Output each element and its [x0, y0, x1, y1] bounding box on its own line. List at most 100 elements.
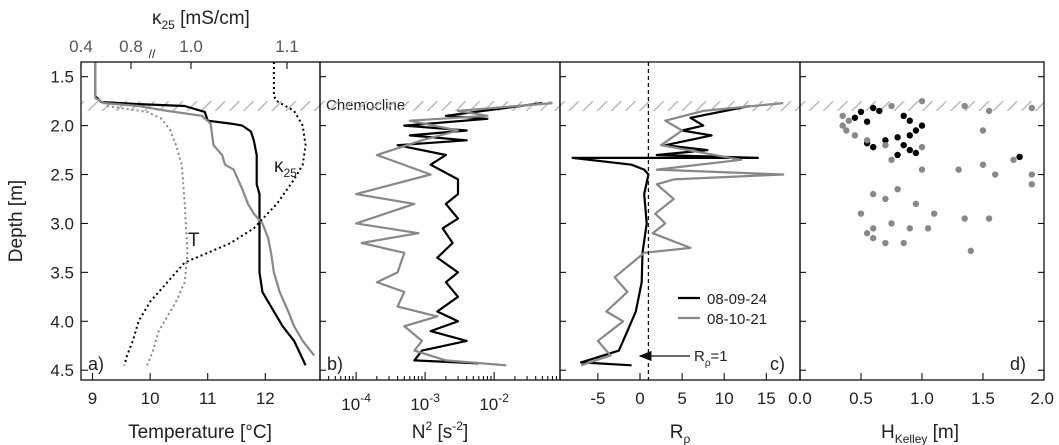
panel-c-plot-area — [571, 62, 785, 380]
panel-d-point-08-09-24 — [1016, 153, 1023, 161]
x-axis-label-a: Temperature [°C] — [128, 422, 272, 443]
x-tick-label-c: 10 — [715, 389, 734, 408]
kappa-axis-label: κ25 [mS/cm] — [152, 8, 250, 32]
panel-d-point-08-09-24 — [906, 146, 913, 154]
panel-d-point-08-10-21 — [882, 141, 889, 149]
panel-d-point-08-09-24 — [912, 127, 920, 134]
y-tick-label: 1.5 — [50, 68, 74, 87]
panel-d-point-08-09-24 — [876, 107, 883, 115]
x-tick-label-b: 10-4 — [341, 391, 371, 414]
panel-d-point-08-10-21 — [912, 200, 920, 208]
x-tick-label-a: 9 — [88, 389, 97, 408]
panel-d-point-08-10-21 — [1028, 104, 1036, 112]
panel-d-point-08-10-21 — [870, 225, 877, 232]
panel-c-line-08-09-24 — [571, 104, 759, 367]
chemocline-band-c — [560, 101, 800, 111]
legend-label-08-09-24: 08-09-24 — [707, 291, 767, 308]
panel-d-point-08-10-21 — [839, 112, 846, 120]
panel-d-point-08-10-21 — [931, 210, 938, 217]
panel-d-point-08-09-24 — [857, 108, 865, 116]
chemocline-band-b — [320, 101, 560, 111]
axes-layer: 1.5 2.0 2.5 3.0 3.5 4.0 4.5 9 10 11 12 0.4 0.8 1.0 1.1… — [50, 37, 1054, 414]
chemocline-band-d — [800, 101, 1044, 111]
y-tick-label: 4.0 — [50, 312, 74, 331]
panel-d-point-08-09-24 — [863, 118, 871, 125]
panel-d-point-08-10-21 — [851, 132, 859, 139]
panel-d-point-08-10-21 — [863, 137, 871, 144]
y-tick-label: 4.5 — [50, 361, 74, 380]
panel-d-point-08-09-24 — [906, 132, 913, 139]
kappa-axis-break-mark: // — [149, 47, 156, 61]
x-tick-label-d: 0.5 — [849, 389, 873, 408]
panel-d-point-08-09-24 — [870, 143, 877, 151]
panel-d-point-08-10-21 — [918, 97, 926, 105]
x-tick-label-c: 0 — [635, 389, 644, 408]
panel-d-point-08-10-21 — [894, 186, 901, 193]
panel-a-line--25-08-09-24 — [123, 62, 307, 366]
panel-d-point-08-09-24 — [912, 149, 920, 157]
kappa-tick-label: 0.8 — [119, 37, 143, 56]
x-tick-label-a: 11 — [199, 389, 217, 408]
panel-b-plot-area — [355, 102, 553, 367]
series-layer — [94, 62, 1036, 380]
panel-d-point-08-10-21 — [918, 166, 926, 173]
chemocline-band-a — [81, 101, 320, 111]
y-tick-label: 2.0 — [50, 117, 74, 136]
panel-d-point-08-10-21 — [845, 117, 852, 124]
panel-d-point-08-10-21 — [900, 239, 907, 247]
panel-d-point-08-10-21 — [882, 239, 889, 247]
panel-d-point-08-10-21 — [979, 127, 987, 134]
x-axis-label-c: Rρ — [670, 422, 691, 445]
legend: 08-09-24 08-10-21 — [678, 291, 767, 328]
panel-d-point-08-09-24 — [894, 134, 901, 141]
y-tick-label: 3.5 — [50, 263, 74, 282]
panel-d-point-08-10-21 — [843, 127, 850, 134]
x-tick-label-a: 10 — [141, 389, 160, 408]
panel-a-line--25-08-10-21 — [106, 105, 189, 366]
rrho-annotation: Rρ=1 — [694, 348, 728, 369]
y-tick-label: 2.5 — [50, 166, 74, 185]
x-tick-label-d: 2.0 — [1030, 389, 1054, 408]
x-tick-label-b: 10-2 — [479, 391, 509, 414]
panel-d-point-08-10-21 — [870, 234, 877, 242]
x-tick-label-c: -5 — [590, 389, 605, 408]
panel-d-point-08-10-21 — [924, 225, 932, 232]
panel-d-plot-area — [839, 97, 1036, 255]
panel-d-point-08-09-24 — [906, 117, 913, 124]
panel-d-point-08-10-21 — [992, 171, 999, 178]
annotation-kappa25: κ25 — [274, 156, 297, 180]
panel-d-point-08-09-24 — [882, 137, 889, 144]
panel-d-point-08-10-21 — [906, 225, 913, 232]
chemocline-hatch-layer — [81, 101, 1044, 111]
panel-d-point-08-09-24 — [900, 112, 907, 120]
panel-d-point-08-09-24 — [870, 104, 877, 112]
kappa-tick-label: 1.0 — [179, 37, 203, 56]
panel-a-plot-area — [94, 62, 316, 366]
panel-d-point-08-10-21 — [985, 107, 993, 115]
panel-d-point-08-10-21 — [870, 190, 877, 198]
x-tick-label-d: 1.0 — [910, 389, 934, 408]
y-axis-label: Depth [m] — [6, 180, 27, 262]
kappa-tick-label: 0.4 — [69, 37, 93, 56]
panel-d-point-08-10-21 — [888, 220, 895, 227]
panel-d-point-08-09-24 — [900, 141, 907, 149]
panel-d-point-08-10-21 — [985, 215, 993, 222]
panel-c-line-08-10-21 — [580, 102, 785, 367]
panel-d-point-08-10-21 — [918, 143, 926, 151]
x-tick-label-c: 15 — [757, 389, 776, 408]
panel-d-point-08-10-21 — [888, 102, 895, 110]
panel-letter-a: a) — [88, 354, 104, 374]
panel-d-point-08-10-21 — [979, 161, 987, 168]
legend-label-08-10-21: 08-10-21 — [707, 311, 767, 328]
kappa-tick-label: 1.1 — [275, 37, 299, 56]
x-axis-label-d: HKelley [m] — [881, 422, 959, 445]
x-axis-label-b: N2 [s-2] — [412, 419, 468, 443]
annotation-t: T — [188, 230, 200, 251]
panel-b-line-08-10-21 — [355, 102, 553, 367]
x-tick-label-d: 0.0 — [788, 389, 812, 408]
x-tick-label-a: 12 — [256, 389, 275, 408]
panel-d-point-08-10-21 — [863, 230, 871, 237]
panel-d-point-08-10-21 — [839, 122, 846, 129]
panel-d-point-08-10-21 — [961, 102, 968, 110]
